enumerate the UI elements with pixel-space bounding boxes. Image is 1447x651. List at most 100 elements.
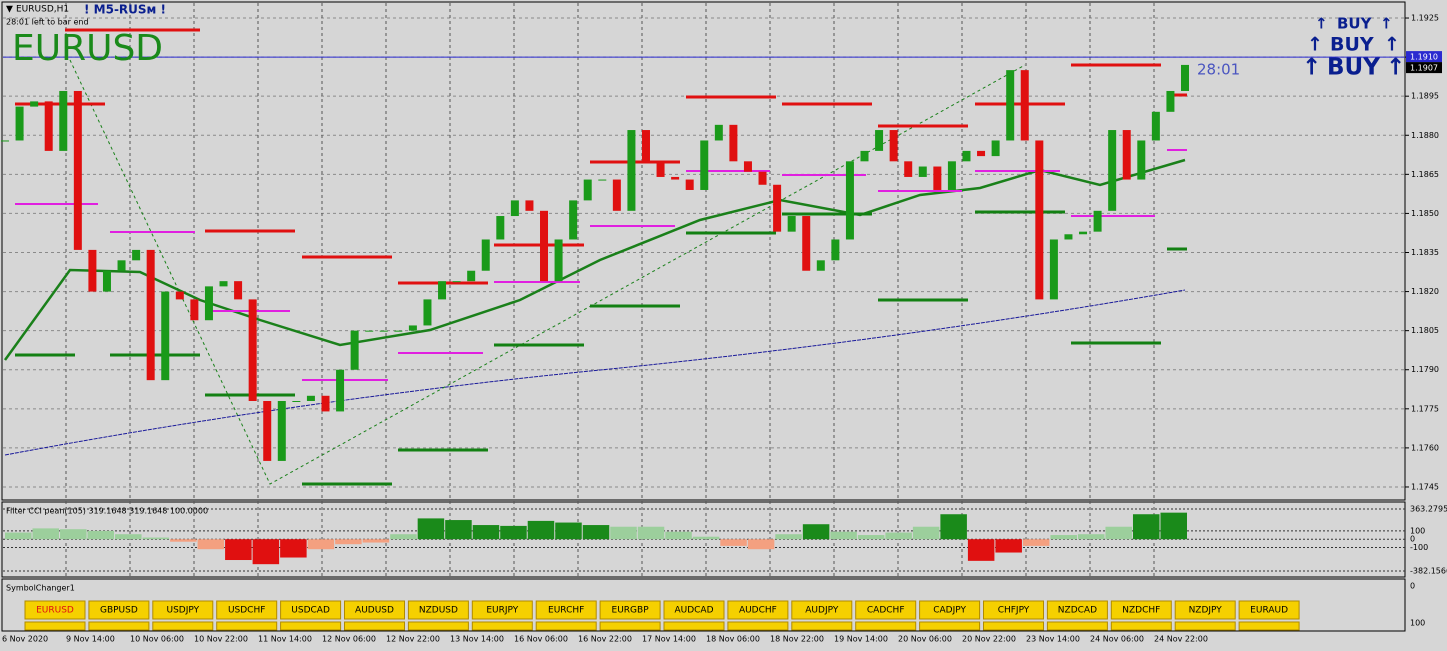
symbol-button-row2[interactable] (1110, 621, 1172, 631)
symbol-button-label[interactable]: EURUSD (36, 606, 74, 616)
candle (1122, 130, 1131, 180)
arrow: ↑ (1302, 55, 1321, 81)
countdown: 28:01 (1197, 61, 1240, 79)
symbol-button[interactable] (983, 600, 1044, 620)
symbol-button[interactable] (280, 600, 342, 620)
arrow: ↑ (1315, 15, 1328, 33)
symbol-button-row2[interactable] (663, 621, 725, 631)
candle (15, 106, 24, 141)
candle (467, 270, 476, 282)
symbol-button[interactable] (1238, 600, 1300, 620)
symbol-button-row2[interactable] (919, 621, 981, 631)
symbol-button-label[interactable]: EURCHF (548, 606, 584, 616)
symbol-button-label[interactable]: NZDUSD (419, 606, 458, 616)
symbol-button-row2[interactable] (599, 621, 661, 631)
symbol-button-label[interactable]: EURGBP (612, 606, 650, 616)
osc-bar (995, 539, 1022, 553)
symbol-button-row2[interactable] (791, 621, 853, 631)
symbol-button-row2[interactable] (152, 621, 214, 631)
candle (190, 299, 199, 321)
symbol-button-row2[interactable] (88, 621, 150, 631)
symbol-button-label[interactable]: CADCHF (867, 606, 905, 616)
candle (845, 161, 854, 240)
osc-bar (1022, 539, 1050, 546)
candle (59, 90, 68, 151)
symbol-button-label[interactable]: USDJPY (166, 606, 199, 616)
symbol-button[interactable] (919, 600, 981, 620)
x-tick-label: 11 Nov 14:00 (258, 635, 312, 644)
symbol-button[interactable] (855, 600, 917, 620)
symbol-button-row2[interactable] (216, 621, 278, 631)
candle (962, 150, 971, 162)
symbol-button-row2[interactable] (727, 621, 789, 631)
symbol-button[interactable] (407, 600, 469, 620)
symbol-button-label[interactable]: NZDCHF (1122, 606, 1160, 616)
symbol-button[interactable] (88, 600, 150, 620)
osc-bar (142, 537, 170, 540)
symbol-button-row2[interactable] (280, 621, 342, 631)
osc-bar (1077, 534, 1105, 540)
symbol-button-row2[interactable] (344, 621, 405, 631)
symbol-button-row2[interactable] (1046, 621, 1108, 631)
osc-bar (60, 529, 87, 540)
candle (1, 140, 9, 142)
x-tick-label: 20 Nov 22:00 (962, 635, 1016, 644)
osc-bar (252, 539, 280, 565)
symbol-button-label[interactable]: USDCAD (291, 606, 330, 616)
osc-bar (555, 522, 582, 540)
symbol-button-row2[interactable] (24, 621, 86, 631)
candle (350, 330, 359, 370)
y-tick-label: 1.1820 (1411, 287, 1439, 296)
symbol-button[interactable] (535, 600, 597, 620)
candle (88, 249, 97, 292)
symbol-button-row2[interactable] (471, 621, 533, 631)
candle (175, 291, 184, 300)
symbol-button-row2[interactable] (407, 621, 469, 631)
candle (219, 281, 228, 287)
symbol-button-label[interactable]: CADJPY (933, 606, 966, 616)
symbol-button-row2[interactable] (983, 621, 1044, 631)
symbol-button-label[interactable]: EURAUD (1250, 606, 1288, 616)
symbol-button-label[interactable]: USDCHF (228, 606, 265, 616)
symbol-button-row2[interactable] (1238, 621, 1300, 631)
osc-bar (445, 520, 472, 540)
candle (452, 281, 461, 283)
symbol-button[interactable] (1174, 600, 1236, 620)
symbol-button[interactable] (1110, 600, 1172, 620)
x-tick-label: 10 Nov 22:00 (194, 635, 248, 644)
symbol-button-label[interactable]: NZDCAD (1058, 606, 1097, 616)
symbol-button-label[interactable]: EURJPY (486, 606, 518, 616)
symbol-button[interactable] (599, 600, 661, 620)
x-tick-label: 6 Nov 2020 (2, 635, 48, 644)
y-tick-label: 1.1760 (1411, 443, 1439, 452)
candle (787, 216, 796, 232)
symbol-button[interactable] (344, 600, 405, 620)
symbol-button[interactable] (727, 600, 789, 620)
symbol-button-label[interactable]: AUDCHF (739, 606, 777, 616)
panel-axis-label: 0 (1410, 582, 1415, 591)
symbol-button[interactable] (663, 600, 725, 620)
symbol-button-label[interactable]: AUDJPY (805, 606, 839, 616)
symbol-button-label[interactable]: GBPUSD (100, 606, 138, 616)
x-tick-label: 16 Nov 06:00 (514, 635, 568, 644)
symbol-button-row2[interactable] (855, 621, 917, 631)
candle (438, 281, 447, 300)
osc-bar (582, 525, 610, 540)
symbol-button-label[interactable]: CHFJPY (998, 606, 1030, 616)
symbol-button[interactable] (1046, 600, 1108, 620)
symbol-button-label[interactable]: AUDCAD (674, 606, 713, 616)
candle (423, 299, 432, 326)
symbol-button-label[interactable]: NZDJPY (1189, 606, 1223, 616)
symbol-button[interactable] (471, 600, 533, 620)
symbol-button[interactable] (24, 600, 86, 620)
symbol-button-row2[interactable] (535, 621, 597, 631)
symbol-button-row2[interactable] (1174, 621, 1236, 631)
osc-bar (170, 539, 197, 542)
symbol-button[interactable] (152, 600, 214, 620)
symbol-button[interactable] (216, 600, 278, 620)
candle (802, 216, 811, 271)
price-tag-label: 1.1910 (1410, 53, 1438, 62)
osc-tick-label: -382.1566 (1410, 567, 1447, 576)
symbol-button[interactable] (791, 600, 853, 620)
symbol-button-label[interactable]: AUDUSD (355, 606, 394, 616)
